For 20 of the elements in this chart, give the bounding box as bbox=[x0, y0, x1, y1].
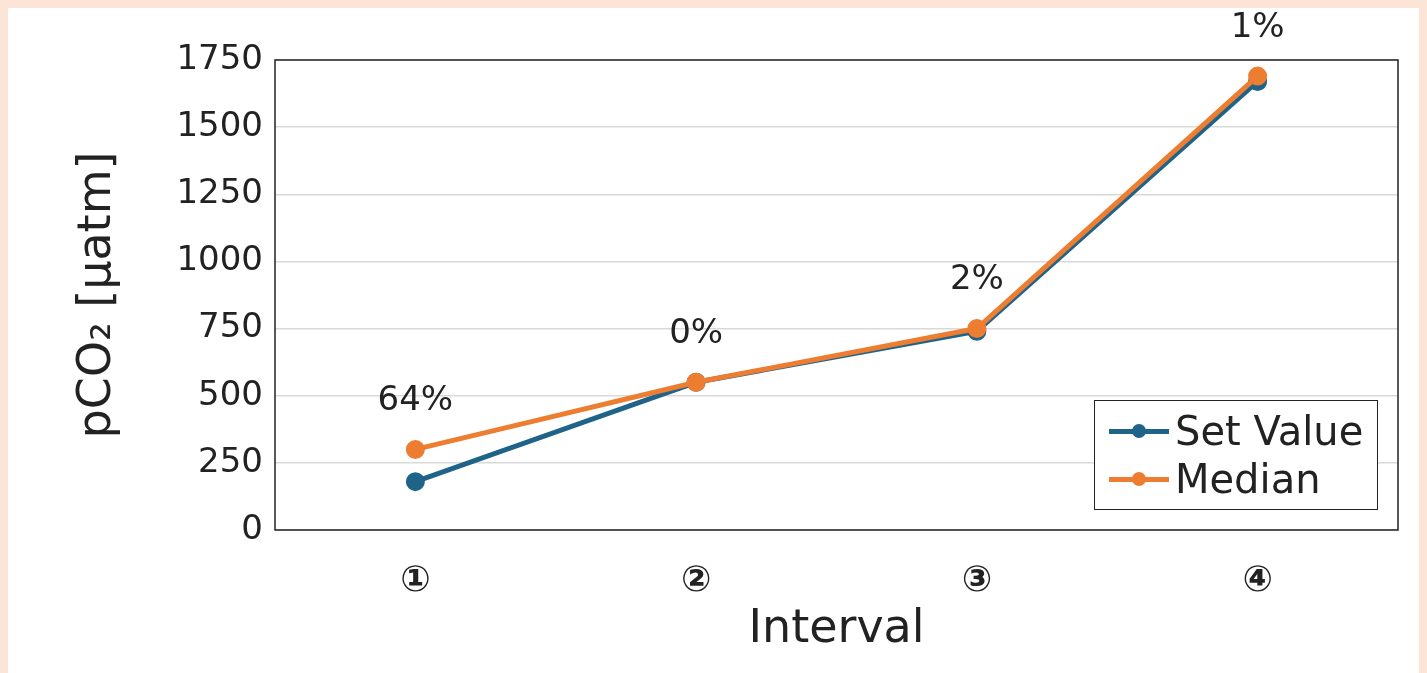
y-tick-label: 1000 bbox=[176, 238, 263, 279]
annotation: 1% bbox=[1230, 4, 1285, 45]
y-tick-label: 1750 bbox=[176, 36, 263, 77]
y-axis-title: pCO₂ [μatm] bbox=[66, 151, 121, 439]
y-tick-label: 1250 bbox=[176, 171, 263, 212]
y-tick-label: 500 bbox=[198, 372, 263, 413]
y-tick-label: 250 bbox=[198, 439, 263, 480]
legend-label: Median bbox=[1175, 456, 1321, 502]
y-tick-label: 0 bbox=[241, 506, 263, 547]
y-tick-label: 1500 bbox=[176, 103, 263, 144]
x-tick-label: ④ bbox=[1242, 557, 1273, 599]
x-axis-title: Interval bbox=[748, 599, 925, 654]
annotation: 64% bbox=[377, 378, 454, 419]
x-tick-label: ③ bbox=[961, 557, 993, 599]
x-tick-label: ① bbox=[400, 557, 431, 599]
legend-label: Set Value bbox=[1175, 408, 1364, 454]
annotation: 2% bbox=[949, 257, 1004, 298]
annotation: 0% bbox=[669, 311, 724, 352]
y-tick-label: 750 bbox=[198, 305, 263, 346]
x-tick-label: ② bbox=[680, 557, 712, 599]
